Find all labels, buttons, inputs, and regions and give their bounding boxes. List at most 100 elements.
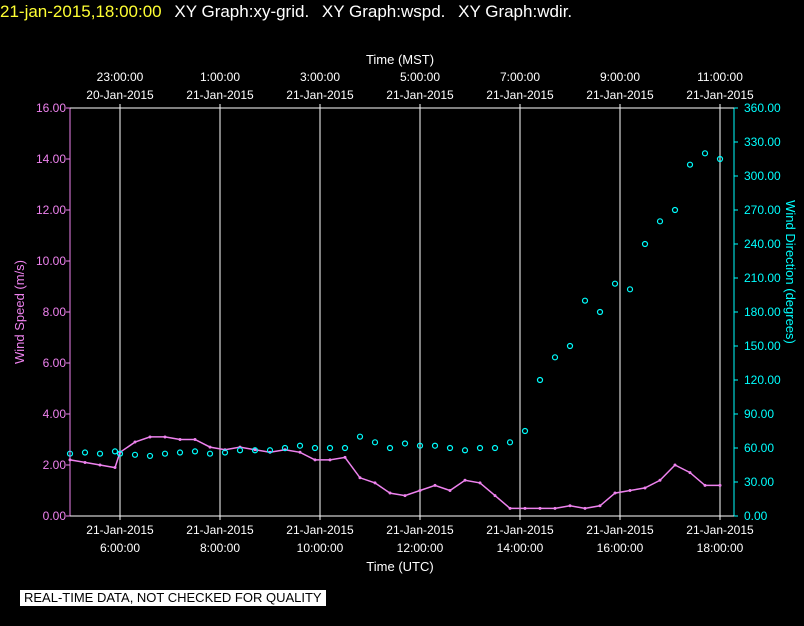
wind-direction-point [416, 442, 424, 449]
wind-speed-point [328, 458, 332, 462]
left-tick-label: 4.00 [43, 407, 67, 421]
bottom-tick-date: 21-Jan-2015 [586, 523, 654, 537]
wind-direction-point [491, 444, 499, 452]
wind-speed-point [583, 506, 587, 510]
wind-speed-point [298, 450, 302, 454]
left-tick-label: 2.00 [43, 458, 67, 472]
wind-direction-point [401, 440, 409, 447]
right-tick-label: 210.00 [744, 271, 781, 285]
bottom-tick-time: 10:00:00 [297, 541, 344, 555]
wind-direction-point [641, 240, 649, 248]
wind-direction-point [656, 218, 664, 225]
wind-direction-point [536, 376, 544, 384]
top-tick-date: 21-Jan-2015 [386, 88, 454, 102]
right-tick-label: 90.00 [744, 407, 774, 421]
y-left-title: Wind Speed (m/s) [12, 260, 27, 364]
top-tick-date: 21-Jan-2015 [186, 88, 254, 102]
wind-direction-point [251, 447, 259, 454]
top-tick-time: 9:00:00 [600, 70, 640, 84]
wind-speed-point [418, 489, 422, 492]
wind-direction-point [161, 450, 169, 457]
top-tick-date: 21-Jan-2015 [286, 88, 354, 102]
wind-direction-point [716, 155, 724, 163]
wind-speed-point [718, 483, 722, 487]
wind-direction-point [236, 447, 244, 454]
wind-direction-point [551, 354, 559, 361]
wind-speed-line [69, 436, 720, 510]
wind-direction-point [356, 433, 364, 440]
right-tick-label: 300.00 [744, 169, 781, 183]
wind-speed-point [538, 506, 542, 510]
wind-speed-point [113, 466, 117, 470]
bottom-tick-date: 21-Jan-2015 [386, 523, 454, 537]
wind-speed-point [343, 455, 347, 459]
x-top-title: Time (MST) [366, 52, 434, 67]
wind-speed-point [643, 486, 647, 490]
wind-direction-point [281, 444, 289, 452]
bottom-tick-date: 21-Jan-2015 [686, 523, 754, 537]
top-tick-time: 11:00:00 [697, 70, 743, 84]
right-tick-label: 60.00 [744, 441, 774, 455]
top-tick-date: 21-Jan-2015 [586, 88, 654, 102]
axis-labels: 0.00 2.00 4.00 6.00 8.00 10.00 12.00 14.00 16.00… [12, 52, 798, 574]
quality-notice: REAL-TIME DATA, NOT CHECKED FOR QUALITY [20, 590, 326, 606]
right-tick-label: 270.00 [744, 203, 781, 217]
wind-direction-point [131, 451, 139, 458]
wind-direction-point [476, 444, 484, 452]
top-tick-time: 1:00:00 [200, 70, 240, 84]
bottom-tick-time: 12:00:00 [397, 541, 444, 555]
bottom-tick-date: 21-Jan-2015 [186, 523, 254, 537]
wind-direction-point [176, 449, 184, 456]
graph-label-grid: XY Graph:xy-grid. [174, 2, 310, 21]
wind-direction-point [506, 439, 514, 446]
wind-speed-point [673, 463, 677, 467]
wind-direction-point [191, 448, 199, 455]
graph-label-wspd: XY Graph:wspd. [321, 2, 446, 21]
speed-series [68, 435, 722, 510]
right-tick-label: 120.00 [744, 373, 781, 387]
wind-speed-point [478, 481, 482, 485]
wind-speed-point [133, 440, 137, 444]
wind-speed-point [403, 494, 407, 498]
wind-direction-point [611, 280, 619, 287]
y-right-title: Wind Direction (degrees) [783, 200, 798, 344]
left-tick-label: 14.00 [36, 152, 66, 166]
top-tick-time: 23:00:00 [97, 70, 144, 84]
wind-direction-point [296, 442, 304, 449]
wind-speed-point [553, 506, 557, 510]
wind-direction-point [371, 439, 379, 446]
top-tick-time: 7:00:00 [500, 70, 540, 84]
wind-speed-point [613, 491, 617, 495]
wind-direction-point [266, 447, 274, 454]
wind-direction-point [566, 342, 574, 350]
wind-direction-point [446, 444, 454, 452]
wind-direction-point [701, 150, 709, 157]
wind-direction-point [386, 444, 394, 452]
wind-direction-point [326, 444, 334, 452]
right-tick-label: 240.00 [744, 237, 781, 251]
wind-direction-point [596, 308, 604, 316]
left-tick-label: 8.00 [43, 305, 67, 319]
left-tick-label: 16.00 [36, 101, 66, 115]
left-tick-label: 0.00 [43, 509, 67, 523]
wind-direction-point [431, 442, 439, 449]
wind-speed-point [433, 483, 437, 487]
bottom-tick-date: 21-Jan-2015 [486, 523, 554, 537]
wind-direction-point [626, 286, 634, 293]
right-tick-label: 150.00 [744, 339, 781, 353]
wind-speed-point [178, 438, 182, 441]
wind-speed-point [688, 471, 692, 475]
wind-speed-point [98, 463, 102, 467]
axes [66, 104, 738, 520]
wind-direction-point [581, 297, 589, 304]
wind-speed-point [523, 506, 527, 510]
wind-speed-point [628, 489, 632, 492]
wind-direction-point [461, 447, 469, 454]
wind-speed-point [598, 504, 602, 508]
wind-speed-point [373, 481, 377, 485]
wind-speed-point [208, 445, 212, 449]
timestamp-label: 21-jan-2015,18:00:00 [0, 2, 162, 21]
grid-lines [119, 108, 721, 516]
top-tick-date: 21-Jan-2015 [686, 88, 754, 102]
